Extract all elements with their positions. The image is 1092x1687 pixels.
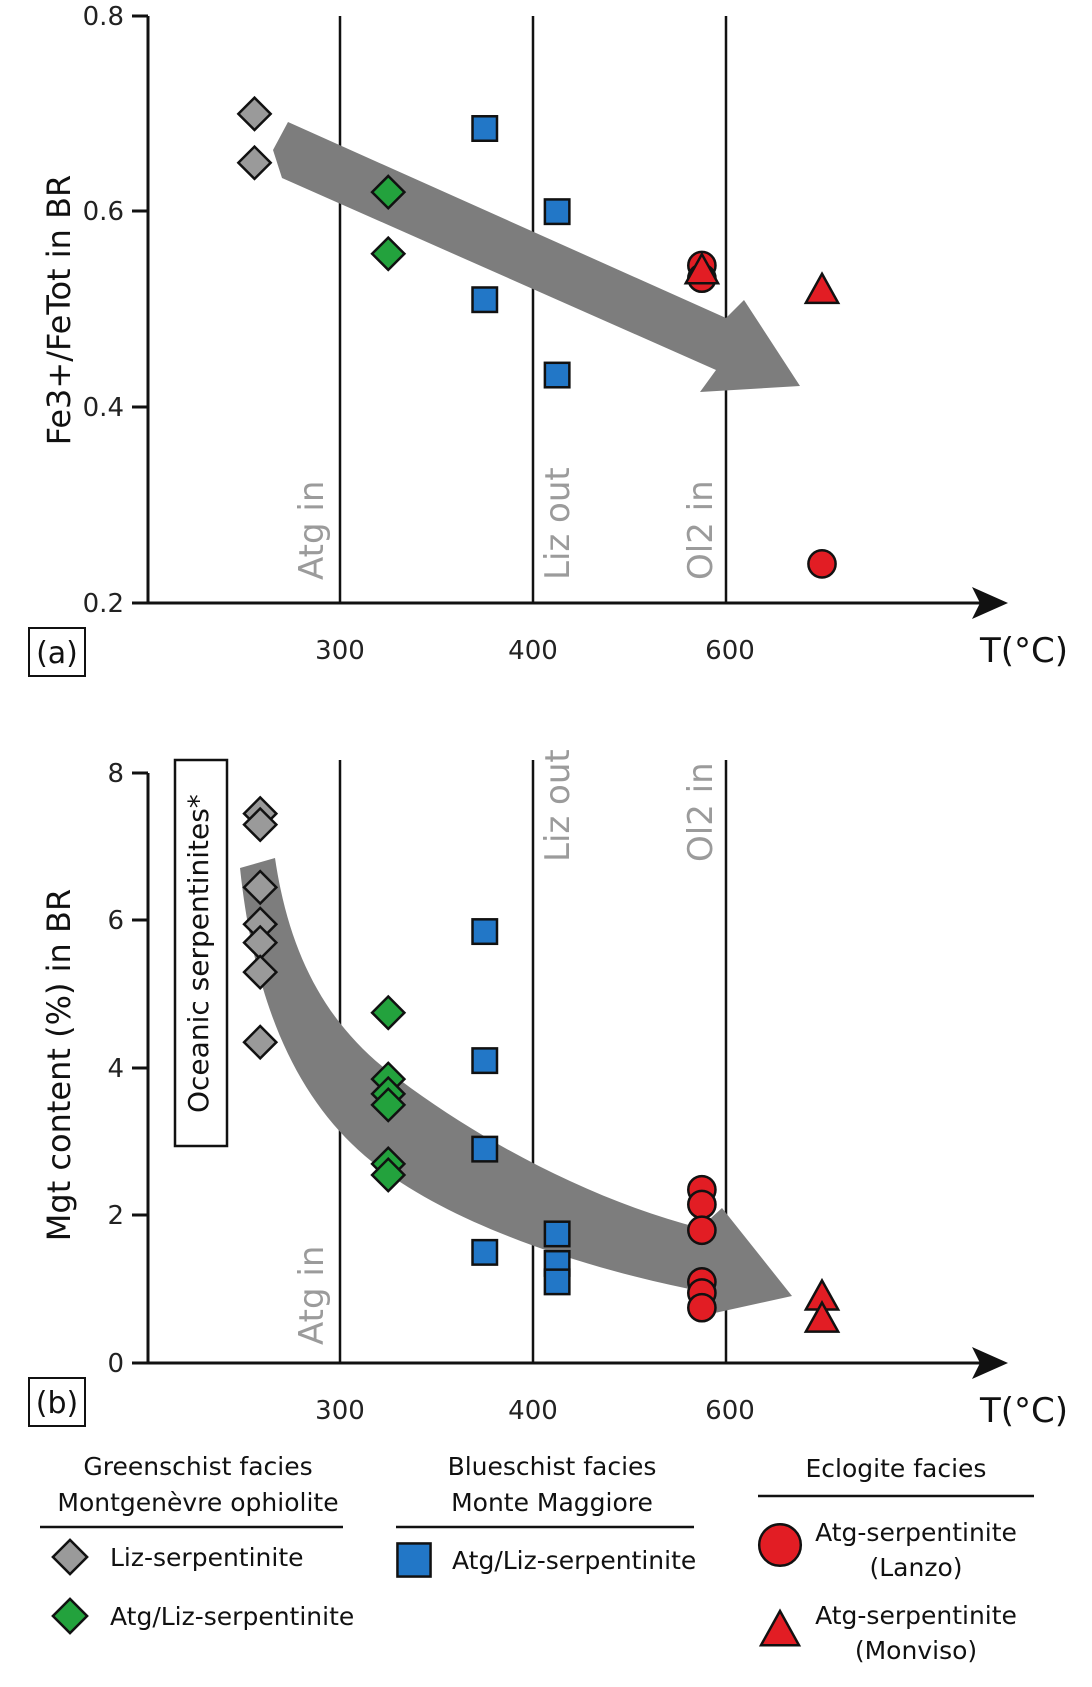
panel-a-point-greenschist-liz-1	[236, 95, 273, 132]
panel-a-point-eclogite-monviso-1	[683, 251, 721, 285]
panel-b-point-eclogite-monviso-2	[803, 1300, 841, 1333]
legend-diamond-green	[51, 1597, 89, 1635]
oceanic-serpentinites-label: Oceanic serpentinites*	[182, 794, 215, 1113]
legend-label-lanzo: Atg-serpentinite	[815, 1518, 1017, 1547]
legend-label-liz-serpentinite: Liz-serpentinite	[110, 1543, 304, 1572]
panel-b-tag-box	[28, 1377, 86, 1427]
panel-b: Oceanic serpentinites* Atg in Liz out Ol…	[28, 749, 1068, 1431]
panel-a-x-tick-label: 400	[508, 636, 558, 666]
panel-b-point-greenschist-atg-liz-4	[370, 1086, 407, 1123]
panel-b-point-blueschist-5	[543, 1220, 571, 1248]
legend-marker-blueschist	[396, 1542, 432, 1578]
panel-b-point-eclogite-lanzo-6	[687, 1292, 717, 1323]
legend-eclogite-heading: Eclogite facies	[806, 1454, 987, 1483]
panel-a-x-tick-label: 600	[705, 636, 755, 666]
panel-a-point-blueschist-2	[471, 286, 499, 314]
legend-marker-lanzo	[757, 1522, 803, 1568]
panel-a-x-axis-arrowhead	[972, 587, 1008, 619]
panel-b-point-blueschist-7	[543, 1268, 571, 1296]
panel-b-trend-arrow	[240, 858, 792, 1318]
panel-b-y-axis-label: Mgt content (%) in BR	[40, 889, 78, 1241]
panel-a-point-greenschist-atg-liz-2	[370, 235, 407, 272]
panel-a-data-points	[236, 95, 841, 579]
legend-triangle-red	[758, 1608, 802, 1647]
oceanic-serpentinites-box	[173, 758, 229, 1148]
panel-b-x-tick-label: 400	[508, 1396, 558, 1426]
panel-b-data-points	[242, 795, 841, 1333]
legend-label-atg-liz-greenschist: Atg/Liz-serpentinite	[110, 1602, 354, 1631]
panel-b-point-eclogite-lanzo-3	[687, 1215, 717, 1246]
panel-b-point-blueschist-2	[471, 1047, 499, 1075]
panel-b-x-tick-label: 300	[315, 1396, 365, 1426]
panel-a-point-greenschist-liz-2	[236, 144, 273, 181]
legend-sublabel-monviso: (Monviso)	[855, 1636, 977, 1665]
legend-label-blueschist: Atg/Liz-serpentinite	[452, 1546, 696, 1575]
panel-a-y-tick-label: 0.6	[83, 197, 124, 227]
panel-a-x-axis-label: T(°C)	[979, 631, 1068, 671]
panel-a-y-tick-label: 0.8	[83, 2, 124, 32]
panel-b-y-tick-label: 0	[107, 1349, 124, 1379]
panel-b-point-greenschist-liz-2	[242, 806, 279, 843]
legend-marker-monviso	[758, 1608, 802, 1647]
panel-a-threshold-label-atg: Atg in	[292, 481, 332, 580]
panel-b-point-blueschist-4	[471, 1238, 499, 1266]
legend-blueschist-heading: Blueschist facies	[448, 1452, 657, 1481]
legend-greenschist-subheading: Montgenèvre ophiolite	[57, 1488, 338, 1517]
panel-b-point-blueschist-1	[471, 918, 499, 946]
panel-a-point-greenschist-atg-liz-1	[370, 174, 407, 211]
panel-b-x-axis-arrowhead	[972, 1347, 1008, 1379]
panel-a-trend-arrow	[273, 122, 800, 392]
panel-b-y-tick-label: 4	[107, 1054, 124, 1084]
panel-a-point-eclogite-monviso-2	[803, 271, 841, 305]
legend-sublabel-lanzo: (Lanzo)	[869, 1553, 962, 1582]
panel-b-y-tick-label: 2	[107, 1201, 124, 1231]
panel-b-tag: (b)	[36, 1386, 78, 1421]
panel-a-point-blueschist-1	[471, 115, 499, 142]
panel-b-x-axis-label: T(°C)	[979, 1391, 1068, 1431]
panel-a-threshold-label-ol2: Ol2 in	[681, 480, 721, 580]
panel-a-y-tick-label: 0.2	[83, 589, 124, 619]
legend-blueschist-subheading: Monte Maggiore	[451, 1488, 653, 1517]
legend-label-monviso: Atg-serpentinite	[815, 1601, 1017, 1630]
panel-a-point-blueschist-3	[543, 198, 571, 226]
panel-b-point-greenschist-liz-7	[242, 1024, 279, 1061]
panel-a-tag: (a)	[36, 636, 78, 671]
panel-b-threshold-label-liz: Liz out	[538, 749, 578, 862]
panel-b-point-greenschist-atg-liz-1	[370, 994, 407, 1031]
panel-b-point-eclogite-lanzo-2	[687, 1189, 717, 1220]
panel-b-x-tick-label: 600	[705, 1396, 755, 1426]
legend-marker-atg-liz-greenschist	[51, 1597, 89, 1635]
panel-a-point-blueschist-4	[543, 361, 571, 389]
panel-a-threshold-label-liz: Liz out	[538, 467, 578, 580]
legend-square-blue	[396, 1542, 432, 1578]
panel-b-y-tick-label: 8	[107, 759, 124, 789]
panel-a-x-tick-label: 300	[315, 636, 365, 666]
legend-marker-liz-serpentinite	[51, 1538, 89, 1576]
legend-diamond-grey	[51, 1538, 89, 1576]
panel-b-y-tick-label: 6	[107, 906, 124, 936]
panel-b-point-blueschist-3	[471, 1135, 499, 1163]
panel-b-threshold-label-ol2: Ol2 in	[681, 762, 721, 862]
panel-a-y-tick-label: 0.4	[83, 393, 124, 423]
panel-a-y-axis-label: Fe3+/FeTot in BR	[40, 175, 78, 446]
legend: Greenschist facies Montgenèvre ophiolite…	[40, 1452, 1034, 1665]
legend-circle-red	[757, 1522, 803, 1568]
panel-b-point-greenschist-liz-3	[242, 869, 279, 906]
panel-a-point-eclogite-lanzo-3	[807, 549, 837, 579]
panel-b-point-greenschist-atg-liz-6	[370, 1157, 407, 1193]
legend-greenschist-heading: Greenschist facies	[83, 1452, 312, 1481]
panel-a: Atg in Liz out Ol2 in 0.8 0.6 0.4 0.2 30…	[28, 2, 1068, 677]
panel-a-tag-box	[28, 627, 86, 677]
panel-b-threshold-label-atg: Atg in	[292, 1246, 332, 1345]
panel-b-point-greenschist-liz-6	[242, 954, 279, 991]
